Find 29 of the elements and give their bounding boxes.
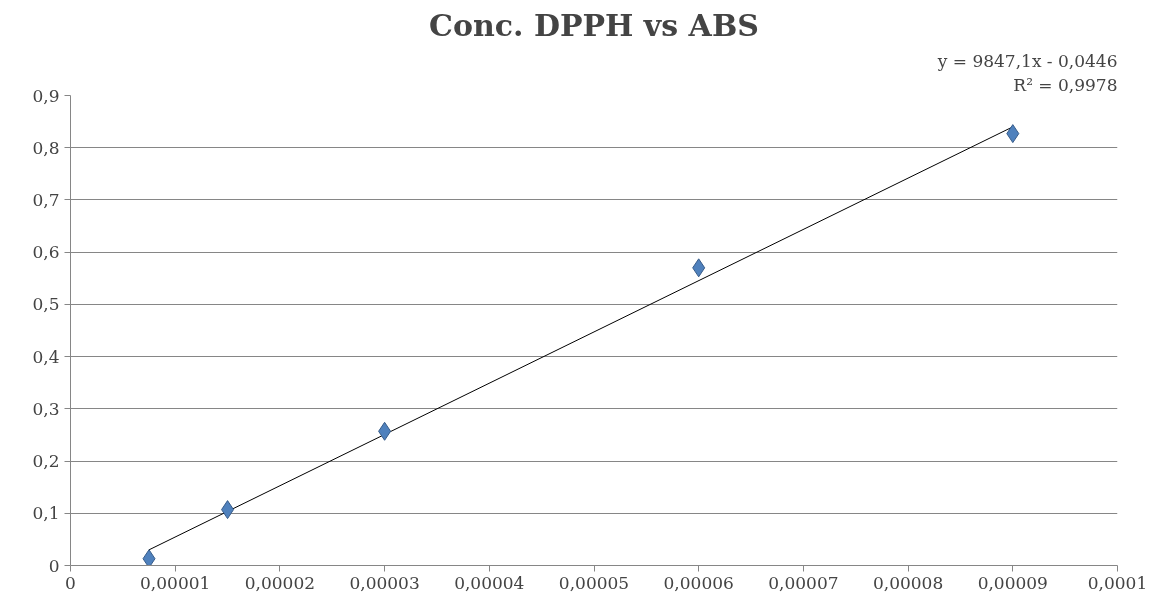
text: y = 9847,1x - 0,0446 [936, 50, 1118, 71]
point [142, 549, 156, 566]
x-tick-label: 0,00006 [663, 572, 734, 593]
y-tick-label: 0,9 [32, 85, 60, 106]
y-tick-label: 0 [48, 555, 60, 576]
x-tick-label: 0,00002 [244, 572, 316, 593]
y-tick-label: 0,6 [32, 242, 60, 263]
chart-title: Conc. DPPH vs ABS [429, 7, 759, 43]
y-tick-label: 0,2 [32, 451, 60, 472]
x-tick-label: 0,00001 [140, 572, 211, 593]
y-tick-label: 0,4 [32, 346, 60, 367]
x-tick-label: 0,00008 [872, 572, 944, 593]
y-tick-label: 0,7 [32, 189, 60, 210]
y-tick-label: 0,1 [32, 503, 60, 524]
point [221, 500, 235, 520]
x-tick-label: 0,00005 [558, 572, 630, 593]
x-tick-label: 0,00003 [349, 572, 420, 593]
point [692, 258, 706, 278]
x-tick-label: 0,0001 [1087, 572, 1148, 593]
point [378, 421, 392, 441]
y-tick-label: 0,5 [32, 294, 60, 315]
text: R² = 0,9978 [1013, 74, 1118, 95]
point [1006, 124, 1020, 144]
y-tick-label: 0,8 [32, 137, 60, 158]
x-tick-label: 0,00009 [977, 572, 1048, 593]
y-tick-label: 0,3 [32, 398, 60, 419]
x-tick-label: 0,00004 [454, 572, 525, 593]
x-tick-label: 0 [65, 572, 76, 593]
x-tick-label: 0,00007 [768, 572, 839, 593]
